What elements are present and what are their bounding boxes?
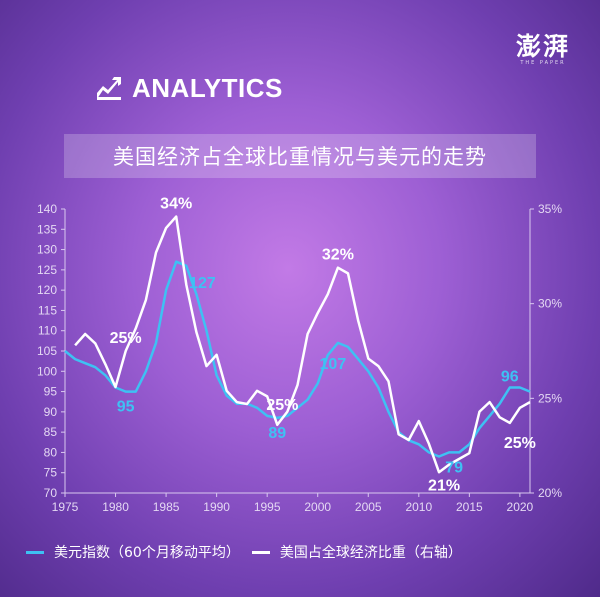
data-label-dollar: 79 [445, 459, 463, 476]
x-tick-label: 1985 [153, 500, 180, 514]
left-tick-label: 120 [37, 283, 57, 297]
left-tick-label: 115 [38, 303, 57, 317]
brand-text: ANALYTICS [132, 72, 283, 103]
left-tick-label: 70 [44, 486, 58, 500]
left-tick-label: 90 [44, 405, 58, 419]
left-tick-label: 105 [37, 344, 57, 358]
data-label-share: 21% [428, 477, 460, 494]
x-tick-label: 1995 [254, 500, 281, 514]
data-label-share: 25% [266, 397, 298, 414]
right-tick-label: 35% [538, 202, 562, 216]
legend-label-dollar: 美元指数（60个月移动平均） [54, 545, 240, 561]
chart-title-box: 美国经济占全球比重情况与美元的走势 [64, 134, 536, 178]
data-label-dollar: 127 [189, 275, 216, 292]
left-tick-label: 95 [44, 385, 58, 399]
trend-chart-icon [97, 77, 121, 100]
left-tick-label: 100 [37, 364, 57, 378]
right-tick-label: 25% [538, 391, 562, 405]
logo-chinese: 澎湃 [515, 32, 570, 61]
data-label-dollar: 95 [117, 399, 135, 416]
analytics-brand: ANALYTICS [96, 72, 283, 103]
x-tick-label: 2000 [304, 500, 331, 514]
data-label-share: 25% [110, 330, 142, 347]
left-tick-label: 85 [44, 425, 58, 439]
x-tick-label: 1990 [203, 500, 230, 514]
x-tick-label: 2005 [355, 500, 382, 514]
chart-title: 美国经济占全球比重情况与美元的走势 [113, 145, 487, 169]
left-tick-label: 140 [37, 202, 57, 216]
thepaper-logo: 澎湃 THE PAPER [515, 32, 570, 67]
legend-swatch-share [251, 550, 270, 554]
data-label-share: 25% [504, 435, 536, 452]
right-tick-label: 20% [538, 486, 562, 500]
legend-label-share: 美国占全球经济比重（右轴） [279, 545, 462, 561]
data-label-dollar: 107 [320, 356, 347, 373]
right-tick-label: 30% [538, 297, 562, 311]
series-line-us-share [74, 215, 531, 474]
data-label-dollar: 96 [501, 369, 519, 386]
logo-english: THE PAPER [520, 60, 566, 66]
left-tick-label: 75 [44, 466, 58, 480]
series-line-dollar-index [64, 260, 531, 458]
left-tick-label: 135 [37, 222, 57, 236]
legend: 美元指数（60个月移动平均） 美国占全球经济比重（右轴） [26, 540, 586, 564]
legend-item-dollar: 美元指数（60个月移动平均） [26, 542, 240, 562]
left-tick-label: 125 [37, 263, 57, 277]
left-tick-label: 80 [44, 445, 58, 459]
left-tick-label: 110 [38, 324, 57, 338]
legend-item-share: 美国占全球经济比重（右轴） [251, 542, 462, 562]
x-tick-label: 2020 [507, 500, 534, 514]
data-label-share: 34% [160, 196, 192, 213]
x-tick-label: 2015 [456, 500, 483, 514]
data-label-dollar: 89 [268, 425, 286, 442]
x-tick-label: 1975 [52, 500, 79, 514]
x-tick-label: 1980 [102, 500, 129, 514]
legend-swatch-dollar [26, 550, 44, 554]
left-tick-label: 130 [37, 243, 57, 257]
data-label-share: 32% [322, 247, 354, 264]
x-tick-label: 2010 [405, 500, 432, 514]
